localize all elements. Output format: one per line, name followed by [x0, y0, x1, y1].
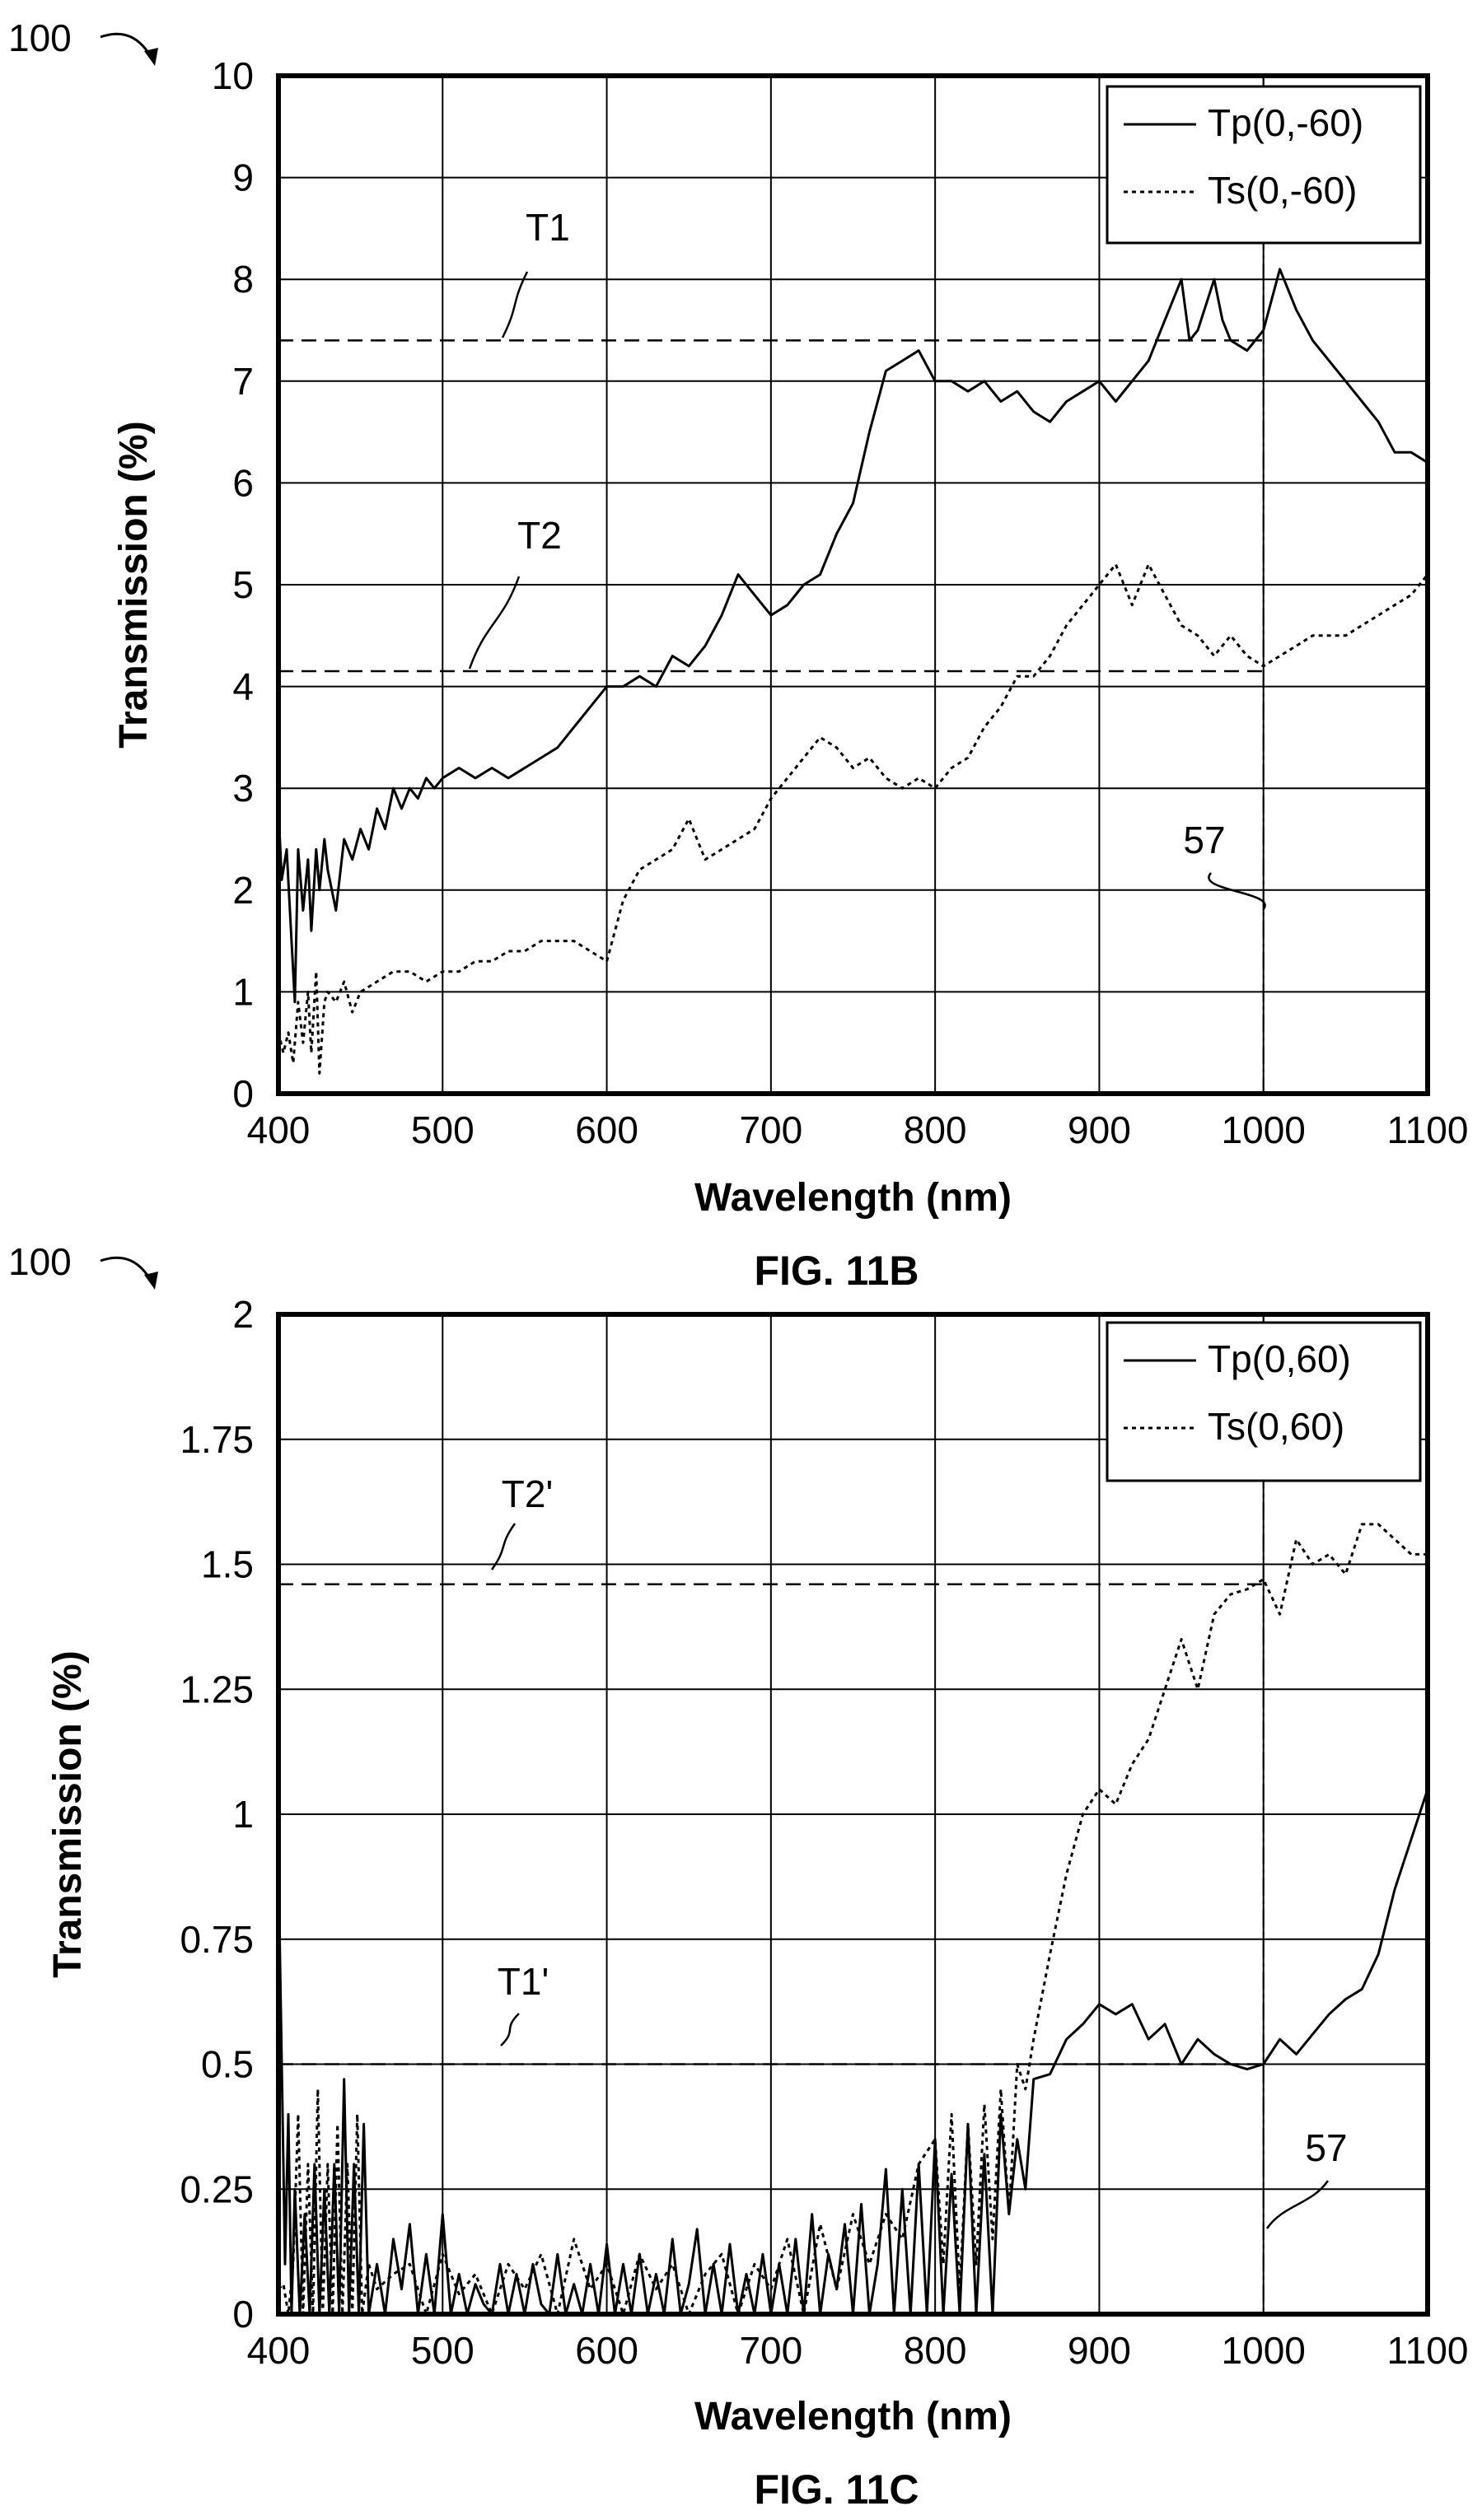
y-tick-label: 2 — [232, 869, 254, 912]
y-tick-label: 1.25 — [180, 1668, 254, 1710]
reference-leader-57 — [1265, 2180, 1330, 2229]
y-tick-label: 0.75 — [180, 1918, 254, 1961]
series-line-ts — [277, 562, 1429, 1075]
reference-label-T1': T1' — [498, 1960, 549, 2003]
y-tick-label: 0 — [232, 2293, 254, 2336]
chart-fig-11b-frame — [276, 73, 1430, 1096]
chart-fig-11b-reference-lines: T1 T2 57 — [278, 76, 1266, 1094]
x-tick-label: 500 — [411, 2329, 475, 2372]
chart-fig-11c-frame — [276, 1312, 1430, 2317]
y-tick-label: 1 — [232, 1793, 254, 1836]
reference-label-57: 57 — [1183, 819, 1225, 861]
y-tick-label: 1.5 — [201, 1543, 254, 1586]
figure-ref-bottom-arrowhead — [144, 1272, 158, 1290]
chart-fig-11c-legend: Tp(0,60) Ts(0,60) — [1106, 1321, 1422, 1482]
reference-leader-T2 — [468, 576, 521, 670]
y-tick-label: 0.25 — [180, 2168, 254, 2210]
x-tick-label: 1100 — [1387, 2329, 1469, 2372]
reference-label-T1: T1 — [526, 206, 570, 249]
figure-ref-bottom-arrow — [100, 1256, 154, 1284]
y-tick-label: 6 — [232, 461, 254, 504]
chart-fig-11c-y-axis-label: Transmission (%) — [46, 1650, 90, 1977]
x-tick-label: 600 — [575, 1108, 638, 1151]
x-tick-label: 600 — [575, 2329, 638, 2372]
series-line-tp — [277, 1789, 1429, 2316]
chart-fig-11b-ticks: 400 500 600 700 800 900 1000 1100 0 1 2 3 4 5 6 7 8 9 10 — [212, 54, 1469, 1151]
y-tick-label: 1.75 — [180, 1418, 254, 1461]
x-tick-label: 800 — [904, 2329, 967, 2372]
series-line-tp — [277, 268, 1428, 1004]
chart-fig-11b-x-axis-label: Wavelength (nm) — [694, 1176, 1012, 1220]
x-tick-label: 900 — [1068, 1108, 1131, 1151]
series-line-ts — [277, 1523, 1428, 2316]
legend-entry-label: Ts(0,-60) — [1208, 169, 1357, 212]
x-tick-label: 1000 — [1222, 2329, 1306, 2372]
figure-ref-top-arrowhead — [144, 48, 158, 66]
x-tick-label: 700 — [739, 1108, 802, 1151]
y-tick-label: 4 — [232, 665, 254, 708]
figure-ref-bottom: 100 — [8, 1240, 72, 1283]
x-tick-label: 1000 — [1222, 1108, 1306, 1151]
chart-fig-11b-figure-label: FIG. 11B — [754, 1248, 919, 1294]
reference-label-T2: T2 — [517, 514, 562, 557]
chart-fig-11b-y-axis-label: Transmission (%) — [112, 421, 156, 748]
reference-label-T2': T2' — [502, 1472, 553, 1515]
x-tick-label: 1100 — [1387, 1108, 1469, 1151]
y-tick-label: 1 — [232, 970, 254, 1013]
y-tick-label: 10 — [212, 54, 254, 97]
reference-leader-T1' — [500, 2013, 520, 2046]
legend-box — [1106, 1321, 1422, 1482]
chart-fig-11c-x-axis-label: Wavelength (nm) — [694, 2395, 1012, 2438]
x-tick-label: 700 — [739, 2329, 802, 2372]
chart-fig-11c-series — [277, 1523, 1429, 2316]
y-tick-label: 8 — [232, 258, 254, 301]
x-tick-label: 900 — [1068, 2329, 1131, 2372]
chart-fig-11c: T2' T1' 57 400 500 600 700 800 900 1000 1100 0 0.25… — [46, 1293, 1468, 2513]
reference-leader-T2' — [490, 1523, 517, 1570]
x-tick-label: 400 — [247, 1108, 311, 1151]
legend-box — [1106, 85, 1422, 245]
x-tick-label: 500 — [411, 1108, 475, 1151]
legend-entry-label: Tp(0,60) — [1208, 1337, 1351, 1380]
x-tick-label: 800 — [904, 1108, 967, 1151]
figure-ref-top: 100 — [8, 16, 72, 59]
chart-fig-11c-figure-label: FIG. 11C — [754, 2466, 919, 2513]
chart-fig-11b-series — [277, 268, 1429, 1075]
legend-entry-label: Ts(0,60) — [1208, 1405, 1344, 1448]
y-tick-label: 0.5 — [201, 2043, 254, 2086]
y-tick-label: 3 — [232, 767, 254, 810]
chart-fig-11b: T1 T2 57 400 500 600 700 800 900 1000 1100 0 1 2 3 4 5 6… — [112, 54, 1468, 1294]
y-tick-label: 2 — [232, 1293, 254, 1336]
y-tick-label: 5 — [232, 563, 254, 606]
y-tick-label: 7 — [232, 360, 254, 403]
chart-fig-11b-legend: Tp(0,-60) Ts(0,-60) — [1106, 85, 1422, 245]
reference-leader-T1 — [501, 271, 529, 338]
chart-fig-11c-ticks: 400 500 600 700 800 900 1000 1100 0 0.25 0.5 0.75 1 1… — [180, 1293, 1468, 2372]
y-tick-label: 0 — [232, 1072, 254, 1115]
x-tick-label: 400 — [247, 2329, 311, 2372]
figure-ref-top-arrow — [100, 32, 154, 60]
legend-entry-label: Tp(0,-60) — [1208, 101, 1363, 144]
y-tick-label: 9 — [232, 156, 254, 199]
reference-leader-57 — [1208, 872, 1266, 911]
reference-label-57: 57 — [1305, 2126, 1347, 2169]
